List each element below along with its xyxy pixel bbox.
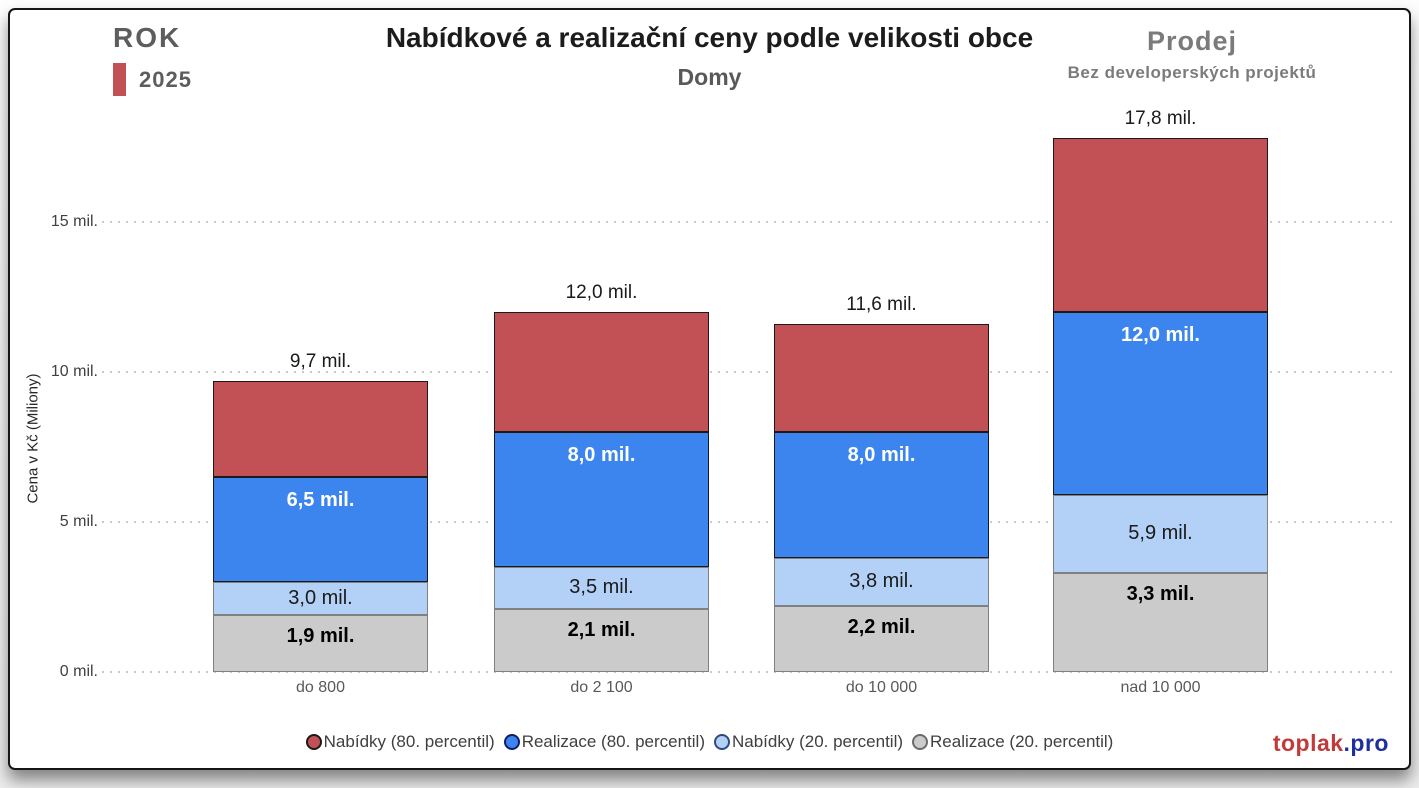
bar-segment-realizace20 [494, 609, 709, 672]
y-tick-label: 0 mil. [59, 663, 98, 680]
gridline-0mil [102, 671, 1392, 673]
bar-segment-label-realizace80: 12,0 mil. [1121, 324, 1200, 346]
bar-segment-realizace80 [494, 432, 709, 567]
legend-marker-realizace80-icon [503, 734, 520, 750]
y-tick-label: 5 mil. [59, 513, 98, 530]
legend: Nabídky (80. percentil) Realizace (80. pe… [10, 732, 1409, 752]
bar-total-label: 9,7 mil. [289, 351, 352, 372]
x-category-label: do 10 000 [845, 679, 918, 696]
gridline-15mil [102, 221, 1392, 223]
brand-name: toplak [1272, 730, 1344, 756]
bar-segment-label-realizace20: 1,9 mil. [286, 625, 355, 647]
bar-segment-label-nabidky20: 5,9 mil. [1128, 522, 1193, 544]
legend-label: Realizace (80. percentil) [521, 732, 705, 751]
segment-block: Prodej Bez developerských projektů [1022, 26, 1362, 83]
bar-segment-nabidky80 [213, 381, 428, 477]
legend-item-realizace80: Realizace (80. percentil) [503, 732, 705, 752]
bar-segment-realizace80 [1053, 312, 1268, 495]
y-tick-label: 15 mil. [50, 213, 98, 230]
y-tick-label: 10 mil. [50, 363, 98, 380]
bar-segment-nabidky20 [1053, 495, 1268, 573]
bar-total-label: 11,6 mil. [846, 294, 917, 315]
bar-segment-label-nabidky20: 3,0 mil. [288, 586, 353, 609]
bar-segment-label-realizace80: 8,0 mil. [847, 444, 916, 466]
x-category-label: nad 10 000 [1120, 679, 1201, 696]
brand-logo: toplak.pro [1273, 730, 1389, 757]
year-block-title: ROK [113, 22, 182, 53]
legend-label: Nabídky (80. percentil) [323, 732, 495, 751]
legend-marker-nabidky80-icon [305, 734, 322, 750]
chart-area: Cena v Kč (Miliony) 0 mil. 5 mil. 10 mil. 1… [10, 10, 1409, 768]
bar-segment-realizace80 [774, 432, 989, 558]
bar-segment-realizace20 [774, 606, 989, 672]
bar-segment-nabidky20 [213, 582, 428, 615]
year-swatch [113, 63, 126, 96]
bar-segment-realizace20 [1053, 573, 1268, 672]
x-category-label: do 2 100 [570, 679, 633, 696]
chart-card: ROK 2025 Nabídkové a realizační ceny pod… [8, 8, 1411, 770]
segment-subtitle: Bez developerských projektů [1067, 63, 1317, 82]
legend-label: Realizace (20. percentil) [930, 732, 1114, 751]
gridline-10mil [102, 371, 1392, 373]
legend-item-realizace20: Realizace (20. percentil) [912, 732, 1113, 752]
bar-segment-nabidky80 [1053, 138, 1268, 312]
bar-segment-label-realizace80: 8,0 mil. [567, 444, 636, 466]
bar-segment-label-nabidky20: 3,5 mil. [569, 576, 634, 598]
year-value: 2025 [139, 66, 192, 92]
bar-total-label: 12,0 mil. [565, 282, 638, 303]
legend-item-nabidky20: Nabídky (20. percentil) [714, 732, 903, 752]
bar-segment-realizace80 [213, 477, 428, 582]
bar-segment-label-nabidky20: 3,8 mil. [849, 570, 914, 592]
bar-segment-label-realizace20: 2,2 mil. [847, 616, 916, 638]
x-category-label: do 800 [296, 679, 345, 696]
bar-segment-label-realizace80: 6,5 mil. [286, 489, 355, 511]
bar-segment-label-realizace20: 3,3 mil. [1126, 583, 1195, 605]
bar-segment-nabidky20 [494, 567, 709, 609]
brand-tld: .pro [1343, 730, 1389, 756]
legend-marker-realizace20-icon [912, 734, 929, 750]
bar-segment-realizace20 [213, 615, 428, 672]
bar-segment-label-realizace20: 2,1 mil. [567, 619, 636, 641]
bar-segment-nabidky80 [774, 324, 989, 432]
segment-title: Prodej [1146, 26, 1238, 56]
gridline-5mil [102, 521, 1392, 523]
legend-marker-nabidky20-icon [714, 734, 730, 750]
bar-segment-nabidky80 [494, 312, 709, 432]
legend-label: Nabídky (20. percentil) [732, 732, 904, 751]
year-block: ROK 2025 [113, 22, 192, 96]
bar-segment-nabidky20 [774, 558, 989, 606]
bar-total-label: 17,8 mil. [1124, 108, 1197, 129]
legend-item-nabidky80: Nabídky (80. percentil) [305, 732, 495, 752]
